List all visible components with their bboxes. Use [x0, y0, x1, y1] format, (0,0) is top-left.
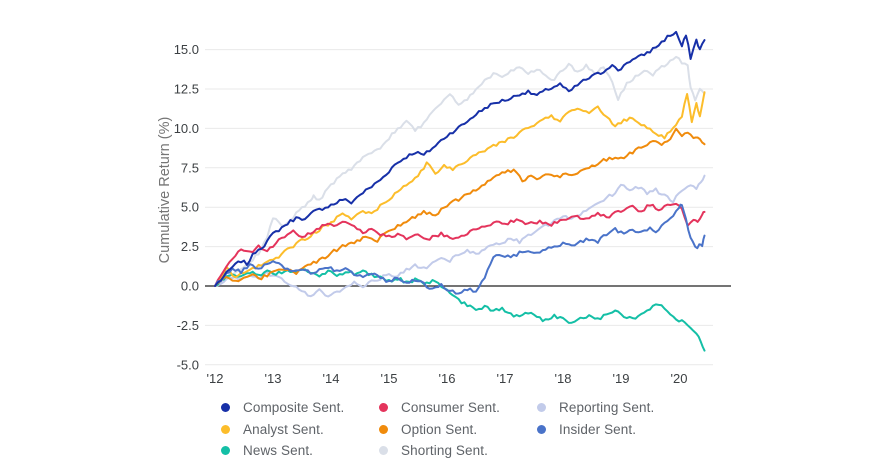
legend-dot-composite-sent-icon	[221, 403, 230, 413]
legend-item-shorting-sent: Shorting Sent.	[379, 440, 537, 462]
x-tick-label-18: '18	[555, 371, 572, 386]
y-tick-label: 10.0	[174, 121, 199, 136]
x-axis-tick-labels: '12 '13 '14 '15 '16 '17 '18 '19 '20	[207, 371, 688, 386]
series-lines	[214, 30, 706, 352]
series-line-composite-sent	[214, 30, 706, 287]
series-line-insider-sent	[214, 203, 706, 295]
x-tick-label-15: '15	[381, 371, 398, 386]
legend-label: Composite Sent.	[243, 400, 345, 416]
y-tick-label: 0.0	[181, 279, 199, 294]
x-tick-label-19: '19	[613, 371, 630, 386]
legend-dot-shorting-sent-icon	[379, 446, 388, 456]
series-line-consumer-sent	[214, 202, 706, 287]
legend-item-analyst-sent: Analyst Sent.	[221, 419, 379, 441]
series-line-analyst-sent	[214, 91, 706, 287]
x-tick-label-20: '20	[671, 371, 688, 386]
legend-item-insider-sent: Insider Sent.	[537, 419, 695, 441]
legend-item-composite-sent: Composite Sent.	[221, 397, 379, 419]
legend-item-news-sent: News Sent.	[221, 440, 379, 462]
y-tick-label: 7.5	[181, 160, 199, 175]
legend-item-option-sent: Option Sent.	[379, 419, 537, 441]
x-tick-label-14: '14	[323, 371, 340, 386]
legend-label: Insider Sent.	[559, 421, 637, 437]
y-tick-label: -5.0	[177, 357, 199, 372]
legend-item-reporting-sent: Reporting Sent.	[537, 397, 695, 419]
y-tick-label: 5.0	[181, 200, 199, 215]
series-line-news-sent	[214, 268, 706, 352]
y-tick-label: -2.5	[177, 318, 199, 333]
legend-item-consumer-sent: Consumer Sent.	[379, 397, 537, 419]
y-tick-label: 12.5	[174, 82, 199, 97]
x-tick-label-16: '16	[439, 371, 456, 386]
legend-label: News Sent.	[243, 443, 314, 459]
legend-label: Reporting Sent.	[559, 400, 655, 416]
legend-label: Consumer Sent.	[401, 400, 500, 416]
legend-label: Analyst Sent.	[243, 421, 324, 437]
series-line-reporting-sent	[214, 174, 706, 298]
y-axis-tick-labels: -5.0 -2.5 0.0 2.5 5.0 7.5 10.0 12.5 15.0	[174, 42, 199, 372]
legend-dot-news-sent-icon	[221, 446, 230, 456]
legend-dot-option-sent-icon	[379, 424, 388, 434]
series-line-shorting-sent	[214, 55, 706, 287]
y-tick-label: 15.0	[174, 42, 199, 57]
legend-label: Option Sent.	[401, 421, 478, 437]
legend-dot-reporting-sent-icon	[537, 403, 546, 413]
x-tick-label-17: '17	[497, 371, 514, 386]
gridlines	[205, 49, 731, 366]
legend-dot-consumer-sent-icon	[379, 403, 388, 413]
x-tick-label-12: '12	[207, 371, 224, 386]
legend-dot-insider-sent-icon	[537, 424, 546, 434]
y-tick-label: 2.5	[181, 239, 199, 254]
legend-dot-analyst-sent-icon	[221, 424, 230, 434]
legend-column: Consumer Sent. Option Sent. Shorting Sent.	[379, 397, 537, 462]
series-line-option-sent	[214, 127, 706, 287]
legend: Composite Sent. Analyst Sent. News Sent. Co…	[221, 397, 695, 462]
legend-label: Shorting Sent.	[401, 443, 488, 459]
legend-column: Composite Sent. Analyst Sent. News Sent.	[221, 397, 379, 462]
x-tick-label-13: '13	[265, 371, 282, 386]
legend-column: Reporting Sent. Insider Sent.	[537, 397, 695, 462]
y-axis-title: Cumulative Return (%)	[157, 117, 173, 264]
